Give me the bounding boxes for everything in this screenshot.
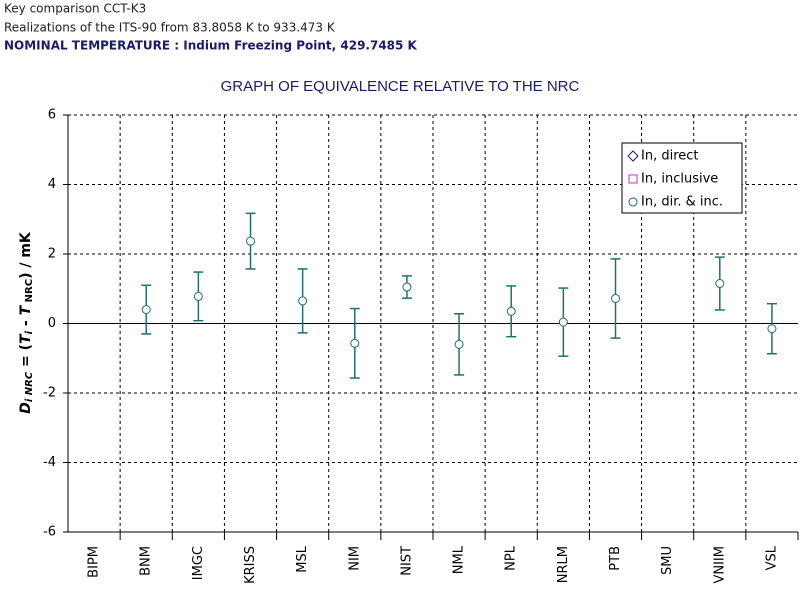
legend-label: In, inclusive [641, 172, 718, 187]
y-axis-label: Di NRC = (Ti - T NRC) / mK [18, 231, 35, 414]
x-tick-label: NRLM [556, 546, 571, 583]
y-label-part: i [24, 330, 35, 334]
point [454, 339, 464, 349]
header-line: Key comparison CCT-K3 [4, 2, 146, 16]
y-label-part: D [18, 402, 34, 414]
legend-label: In, direct [641, 149, 699, 164]
y-label-part: ) / mK [18, 231, 34, 279]
y-tick-label: 2 [48, 247, 56, 262]
point [350, 338, 360, 348]
x-tick-label: MSL [295, 545, 310, 572]
point [402, 282, 412, 292]
x-tick-label: IMGC [191, 546, 206, 580]
y-tick-label: -4 [43, 455, 56, 470]
legend-marker [628, 174, 638, 184]
legend-box [621, 142, 743, 214]
y-label-part: i NRC [24, 371, 35, 402]
x-tick-label: BNM [139, 546, 154, 576]
header-line: NOMINAL TEMPERATURE : Indium Freezing Po… [4, 39, 418, 53]
y-label-part: NRC [24, 279, 35, 306]
point [767, 324, 777, 334]
point [506, 306, 516, 316]
x-tick-label: NIST [399, 546, 414, 576]
legend-marker [628, 197, 638, 207]
x-tick-label: BIPM [87, 546, 102, 578]
x-tick-label: VSL [764, 545, 779, 570]
y-tick-label: -2 [43, 386, 56, 401]
x-tick-label: NML [452, 545, 467, 574]
y-tick-label: 6 [48, 108, 56, 123]
x-tick-label: VNIIM [712, 546, 727, 584]
legend-marker [627, 150, 639, 162]
y-tick-label: 0 [48, 316, 56, 331]
header-line: Realizations of the ITS-90 from 83.8058 … [4, 21, 336, 35]
point [246, 236, 255, 246]
y-label-part: - [18, 315, 34, 331]
point [558, 317, 568, 327]
y-label-part: T [18, 304, 34, 315]
point [715, 279, 725, 289]
legend-label: In, dir. & inc. [641, 195, 723, 210]
y-tick-label: 4 [48, 177, 56, 192]
x-tick-label: PTB [608, 546, 623, 571]
x-tick-label: NPL [504, 545, 519, 571]
y-label-part: = ( [18, 344, 34, 372]
point [611, 293, 620, 303]
y-tick-label: -6 [43, 525, 56, 540]
x-tick-label: NIM [347, 546, 362, 571]
x-tick-label: SMU [660, 546, 675, 575]
point [141, 305, 151, 315]
point [298, 296, 308, 306]
chart-title: GRAPH OF EQUIVALENCE RELATIVE TO THE NRC [221, 78, 580, 95]
point [193, 291, 203, 301]
y-label-part: T [18, 333, 34, 344]
x-tick-label: KRISS [243, 546, 258, 584]
